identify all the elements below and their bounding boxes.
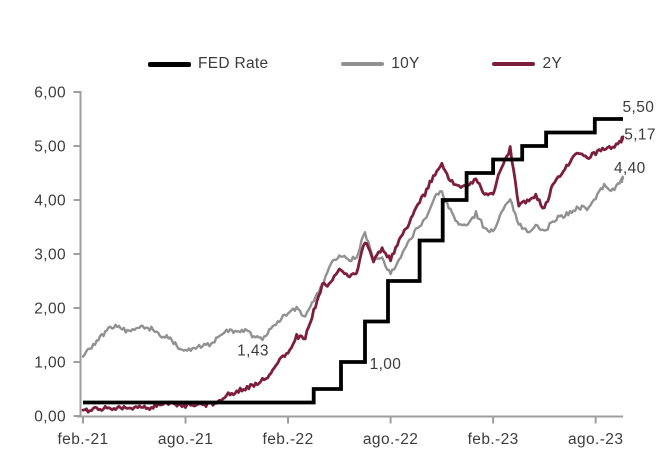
legend-label-2y: 2Y [542, 55, 562, 72]
legend-item-2y: 2Y [492, 55, 562, 73]
data-label: 4,40 [614, 160, 646, 177]
y-axis-tick-label: 6,00 [34, 85, 66, 102]
y-axis-tick-label: 3,00 [34, 247, 66, 264]
y-axis-tick-label: 0,00 [34, 409, 66, 426]
x-axis-tick-label: feb.-21 [57, 431, 108, 448]
fed-rate-line-swatch [148, 61, 191, 67]
chart-legend: FED Rate 10Y 2Y [148, 54, 562, 74]
series-line-fed-rate [83, 117, 623, 405]
data-label: 5,17 [624, 127, 656, 144]
x-axis-tick-label: ago.-21 [158, 431, 213, 448]
legend-item-10y: 10Y [341, 55, 419, 73]
two-year-line-swatch [492, 62, 536, 66]
y-axis-tick-label: 1,00 [34, 355, 66, 372]
x-axis-tick-label: ago.-22 [363, 431, 418, 448]
legend-label-fed-rate: FED Rate [198, 55, 269, 72]
data-label: 1,00 [370, 356, 402, 373]
x-axis-tick-label: ago.-23 [568, 431, 623, 448]
data-label: 1,43 [237, 343, 269, 360]
series-line-10y [81, 175, 625, 358]
legend-item-fed-rate: FED Rate [148, 55, 268, 73]
y-axis-tick-label: 4,00 [34, 193, 66, 210]
ten-year-line-swatch [341, 62, 385, 66]
axis-lines [77, 91, 623, 418]
x-axis-tick-label: feb.-22 [263, 431, 314, 448]
series-line-2y [81, 135, 625, 414]
x-axis-tick-label: feb.-23 [468, 431, 519, 448]
legend-label-10y: 10Y [391, 55, 420, 72]
data-label: 5,50 [622, 99, 654, 116]
y-axis-tick-label: 5,00 [34, 139, 66, 156]
y-axis-tick-label: 2,00 [34, 301, 66, 318]
